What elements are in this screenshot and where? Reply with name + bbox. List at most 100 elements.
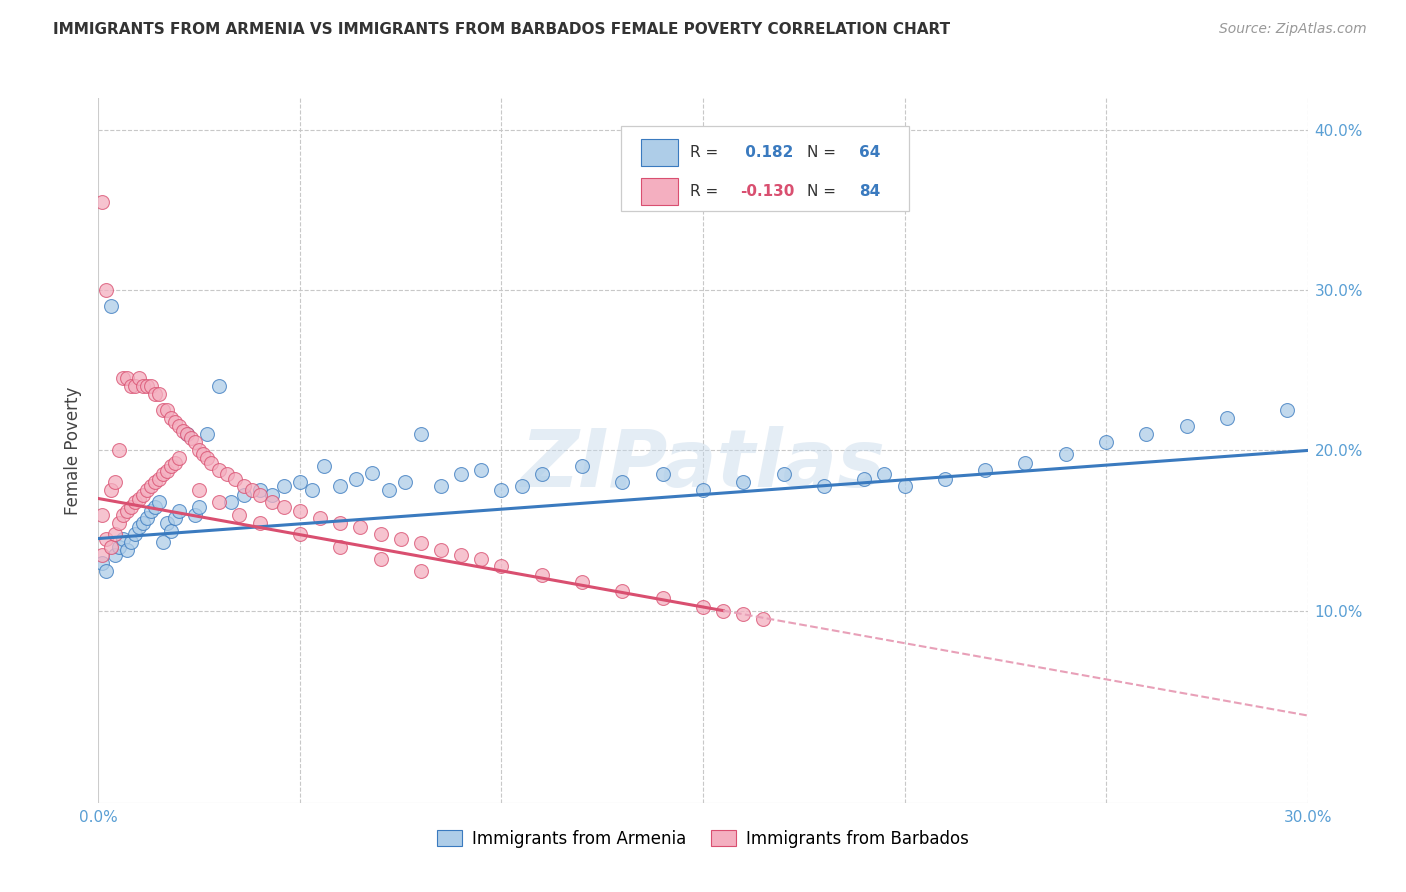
Point	[288, 526, 311, 541]
Point	[651, 467, 673, 482]
Point	[135, 483, 157, 498]
Point	[974, 463, 997, 477]
Point	[91, 195, 114, 210]
Point	[349, 520, 371, 534]
Y-axis label: Female Poverty: Female Poverty	[65, 386, 83, 515]
Point	[510, 478, 533, 492]
Point	[100, 540, 122, 554]
FancyBboxPatch shape	[621, 127, 908, 211]
Point	[184, 508, 207, 522]
Point	[430, 478, 453, 492]
Point	[772, 467, 794, 482]
Point	[160, 459, 183, 474]
Point	[370, 526, 392, 541]
Text: R =: R =	[690, 184, 723, 199]
Point	[224, 472, 246, 486]
Point	[470, 552, 492, 566]
Text: 0.182: 0.182	[741, 145, 794, 160]
Point	[135, 510, 157, 524]
Point	[853, 472, 876, 486]
Point	[156, 403, 179, 417]
Point	[111, 508, 134, 522]
Point	[361, 466, 384, 480]
Point	[530, 467, 553, 482]
Text: R =: R =	[690, 145, 723, 160]
Point	[409, 536, 432, 550]
Point	[160, 524, 183, 538]
Point	[195, 427, 218, 442]
Point	[1175, 419, 1198, 434]
Point	[132, 379, 155, 393]
Text: Source: ZipAtlas.com: Source: ZipAtlas.com	[1219, 22, 1367, 37]
Point	[124, 494, 146, 508]
Point	[200, 456, 222, 470]
Point	[193, 447, 215, 461]
Point	[329, 478, 352, 492]
Point	[91, 556, 114, 570]
Text: 84: 84	[859, 184, 880, 199]
Point	[394, 475, 416, 490]
Point	[152, 403, 174, 417]
Point	[160, 411, 183, 425]
Point	[450, 548, 472, 562]
Point	[115, 542, 138, 557]
Point	[120, 379, 142, 393]
Point	[370, 552, 392, 566]
Point	[344, 472, 367, 486]
Point	[188, 483, 211, 498]
Point	[208, 494, 231, 508]
Point	[733, 607, 755, 621]
Point	[409, 564, 432, 578]
Point	[163, 456, 186, 470]
Point	[260, 488, 283, 502]
Point	[148, 387, 170, 401]
Point	[232, 488, 254, 502]
Point	[176, 427, 198, 442]
Point	[128, 371, 150, 385]
Point	[195, 451, 218, 466]
Point	[156, 516, 179, 530]
Point	[167, 419, 190, 434]
Point	[309, 510, 332, 524]
Point	[107, 443, 129, 458]
Point	[128, 520, 150, 534]
Point	[156, 464, 179, 478]
Point	[470, 463, 492, 477]
Point	[188, 443, 211, 458]
Point	[612, 475, 634, 490]
Point	[1054, 447, 1077, 461]
Point	[208, 463, 231, 477]
Point	[100, 299, 122, 313]
Point	[124, 526, 146, 541]
Point	[143, 500, 166, 514]
Point	[163, 510, 186, 524]
Point	[132, 488, 155, 502]
FancyBboxPatch shape	[641, 139, 678, 166]
Point	[249, 488, 271, 502]
Point	[377, 483, 399, 498]
Point	[167, 504, 190, 518]
Legend: Immigrants from Armenia, Immigrants from Barbados: Immigrants from Armenia, Immigrants from…	[430, 823, 976, 855]
Point	[120, 500, 142, 514]
Point	[249, 516, 271, 530]
Point	[430, 542, 453, 557]
Point	[1277, 403, 1299, 417]
Point	[1014, 456, 1036, 470]
Point	[249, 483, 271, 498]
Point	[934, 472, 956, 486]
Point	[288, 475, 311, 490]
Point	[692, 483, 714, 498]
Point	[651, 591, 673, 605]
Point	[152, 467, 174, 482]
Point	[148, 494, 170, 508]
Point	[132, 516, 155, 530]
Point	[288, 504, 311, 518]
Point	[143, 475, 166, 490]
Point	[107, 540, 129, 554]
Point	[96, 564, 118, 578]
Point	[111, 371, 134, 385]
Point	[260, 494, 283, 508]
Text: N =: N =	[807, 145, 841, 160]
Point	[135, 379, 157, 393]
Point	[228, 508, 250, 522]
